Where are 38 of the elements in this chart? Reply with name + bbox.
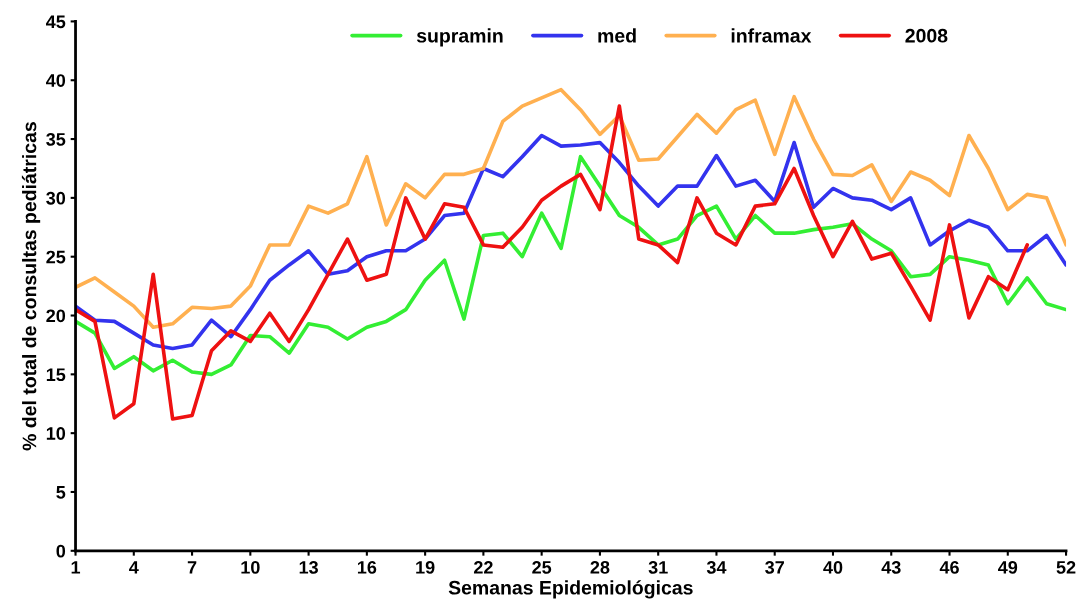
x-tick-label: 16 (357, 561, 377, 574)
line-series (75, 154, 1067, 377)
x-tick-label: 4 (129, 561, 139, 574)
x-tick-label: 46 (939, 561, 959, 574)
legend-label: med (598, 28, 636, 43)
y-tick-label: 0 (56, 544, 66, 558)
y-tick-label: 10 (46, 427, 66, 440)
y-tick-label: 40 (46, 74, 66, 87)
x-tick-label: 49 (998, 561, 1018, 574)
x-tick-label: 7 (187, 561, 197, 574)
line-series (75, 104, 1030, 421)
y-tick-label: 35 (46, 132, 66, 146)
x-tick-label: 13 (299, 561, 318, 574)
legend-label: inframax (731, 28, 812, 43)
y-tick-label: 15 (46, 368, 66, 382)
x-tick-label: 52 (1056, 561, 1076, 574)
x-tick-label: 22 (473, 561, 493, 574)
line-series (75, 87, 1067, 330)
y-tick-label: 45 (46, 15, 66, 29)
x-tick-label: 43 (881, 561, 901, 574)
y-axis-title: % del total de consultas pediátricas (21, 122, 41, 451)
x-axis-title: Semanas Epidemiológicas (448, 580, 693, 599)
x-tick-label: 19 (416, 561, 435, 574)
line-series (75, 133, 1067, 351)
legend-label: 2008 (905, 28, 948, 43)
x-tick-label: 31 (648, 561, 668, 574)
y-tick-label: 20 (46, 309, 66, 323)
x-tick-label: 37 (765, 561, 784, 574)
y-tick-label: 25 (46, 250, 66, 264)
x-tick-label: 40 (823, 561, 843, 574)
x-tick-label: 1 (71, 561, 81, 574)
x-tick-label: 28 (590, 561, 610, 574)
y-tick-label: 5 (56, 486, 66, 499)
y-tick-label: 30 (46, 191, 66, 205)
x-tick-label: 25 (532, 561, 552, 574)
legend-label: supramin (416, 28, 503, 47)
x-tick-label: 10 (241, 561, 260, 574)
x-tick-label: 34 (706, 561, 727, 574)
